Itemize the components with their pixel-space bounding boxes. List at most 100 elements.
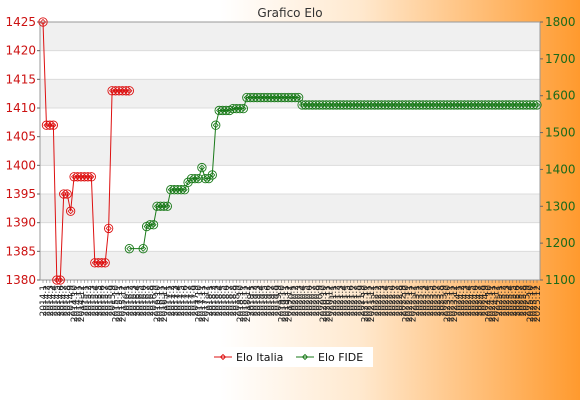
elo-fide-point xyxy=(235,103,245,114)
elo-fide-point xyxy=(138,244,148,254)
x-tick-label: 2023.1 xyxy=(412,285,422,317)
elo-fide-marker xyxy=(140,245,147,252)
x-tick-label: 2015.7 xyxy=(101,285,111,317)
x-tick-label: 2018.7 xyxy=(226,285,236,317)
x-tick-label: 2017.3 xyxy=(170,285,180,317)
x-tick-label: 2020.3 xyxy=(295,285,305,317)
x-tick-label: 2023.12 xyxy=(450,285,460,322)
x-tick-label: 2018.4 xyxy=(215,285,225,317)
legend: Elo Italia Elo FIDE xyxy=(205,347,373,367)
x-tick-label: 2024.1 xyxy=(454,285,464,317)
x-tick-label: 2019.12 xyxy=(284,285,294,322)
elo-fide-marker xyxy=(126,245,133,252)
elo-italia-marker xyxy=(50,122,57,129)
x-tick-label: 2019.9 xyxy=(274,285,284,317)
x-tick-label: 2024.10 xyxy=(485,285,495,322)
grid xyxy=(39,21,541,281)
y-left-tick-label: 1420 xyxy=(5,44,36,58)
x-tick-label: 2014.9 xyxy=(67,285,77,317)
y-right-tick-label: 1500 xyxy=(545,126,576,140)
x-tick-label: 2023.10 xyxy=(443,285,453,322)
y-axis-left: 1380 1385 1390 1395 1400 1405 1410 1415 1420 1425 xyxy=(5,15,40,287)
x-tick-label: 2016.5 xyxy=(136,285,146,317)
x-tick-label: 2018.10 xyxy=(236,285,246,322)
x-tick-label: 2017.5 xyxy=(177,285,187,317)
x-tick-label: 2025.3 xyxy=(502,285,512,317)
x-tick-label: 2022.7 xyxy=(391,285,401,317)
x-tick-label: 2021.2 xyxy=(333,285,343,317)
elo-fide-point xyxy=(528,100,539,110)
x-tick-label: 2019.7 xyxy=(267,285,277,317)
elo-fide-point xyxy=(179,185,190,195)
x-tick-label: 2021.7 xyxy=(350,285,360,317)
x-tick-label: 2014.6 xyxy=(56,285,66,317)
x-tick-label: 2015.9 xyxy=(108,285,118,317)
chart-title: Grafico Elo xyxy=(257,6,322,20)
x-tick-label: 2019.4 xyxy=(257,285,267,317)
x-tick-label: 2016.1 xyxy=(122,285,132,317)
x-tick-label: 2019.11 xyxy=(281,285,291,322)
x-tick-label: 2024.3 xyxy=(460,285,470,317)
x-tick-label: 2017.8 xyxy=(188,285,198,317)
elo-fide-point xyxy=(293,92,304,103)
x-tick-label: 2022.12 xyxy=(409,285,419,322)
x-tick-label: 2022.3 xyxy=(378,285,388,317)
x-tick-label: 2025.8 xyxy=(519,285,529,317)
x-tick-label: 2019.3 xyxy=(253,285,263,317)
x-tick-label: 2021.4 xyxy=(340,285,350,317)
y-right-tick-label: 1400 xyxy=(545,162,576,176)
elo-italia-marker xyxy=(64,190,71,198)
x-tick-label: 2017.4 xyxy=(174,285,184,317)
x-tick-label: 2023.11 xyxy=(447,285,457,322)
x-tick-label: 2022.4 xyxy=(381,285,391,317)
x-tick-label: 2014.8 xyxy=(63,285,73,317)
x-tick-label: 2020.7 xyxy=(308,285,318,317)
elo-fide-point xyxy=(221,105,231,116)
x-tick-label: 2022.10 xyxy=(402,285,412,322)
x-tick-label: 2025.9 xyxy=(523,285,533,317)
x-tick-label: 2017.7 xyxy=(184,285,194,317)
elo-fide-marker xyxy=(212,122,219,129)
x-tick-label: 2014.2 xyxy=(42,285,52,317)
x-tick-label: 2015.11 xyxy=(115,285,125,322)
legend-marker xyxy=(301,353,309,361)
x-tick-label: 2021.6 xyxy=(346,285,356,317)
x-tick-label: 2021.12 xyxy=(367,285,377,322)
x-tick-label: 2016.10 xyxy=(153,285,163,322)
y-right-tick-label: 1700 xyxy=(545,52,576,66)
elo-fide-point xyxy=(211,120,221,130)
x-tick-label: 2023.3 xyxy=(419,285,429,317)
legend-label: Elo FIDE xyxy=(318,351,363,364)
x-tick-label: 2021.10 xyxy=(360,285,370,322)
x-tick-label: 2016.4 xyxy=(132,285,142,317)
x-tick-label: 2018.11 xyxy=(239,285,249,322)
y-left-tick-label: 1415 xyxy=(5,72,36,86)
x-tick-label: 2023.6 xyxy=(429,285,439,317)
elo-fide-point xyxy=(532,100,542,110)
x-tick-label: 2017.11 xyxy=(198,285,208,322)
elo-fide-marker xyxy=(240,105,247,112)
elo-italia-point xyxy=(97,258,107,268)
x-tick-label: 2015.2 xyxy=(84,285,94,317)
x-tick-label: 2017.10 xyxy=(194,285,204,322)
x-tick-label: 2016.7 xyxy=(143,285,153,317)
elo-fide-point xyxy=(145,220,155,230)
elo-fide-point xyxy=(190,173,200,184)
x-tick-label: 2018.3 xyxy=(212,285,222,317)
x-tick-label: 2017.6 xyxy=(181,285,191,317)
x-tick-label: 2018.9 xyxy=(232,285,242,317)
x-tick-label: 2021.3 xyxy=(336,285,346,317)
x-tick-label: 2015.5 xyxy=(94,285,104,317)
x-axis: 2014.12014.22014.32014.42014.52014.62014… xyxy=(39,280,543,322)
x-tick-label: 2021.11 xyxy=(364,285,374,322)
elo-italia-point xyxy=(103,223,114,234)
x-tick-label: 2025.4 xyxy=(505,285,515,317)
elo-fide-point xyxy=(124,244,135,254)
x-tick-label: 2015.8 xyxy=(105,285,115,317)
x-tick-label: 2024.11 xyxy=(488,285,498,322)
x-tick-label: 2021.5 xyxy=(343,285,353,317)
x-tick-label: 2025.1 xyxy=(495,285,505,317)
x-tick-label: 2015.3 xyxy=(87,285,97,317)
elo-italia-point xyxy=(52,275,62,285)
elo-italia-point xyxy=(86,172,97,182)
